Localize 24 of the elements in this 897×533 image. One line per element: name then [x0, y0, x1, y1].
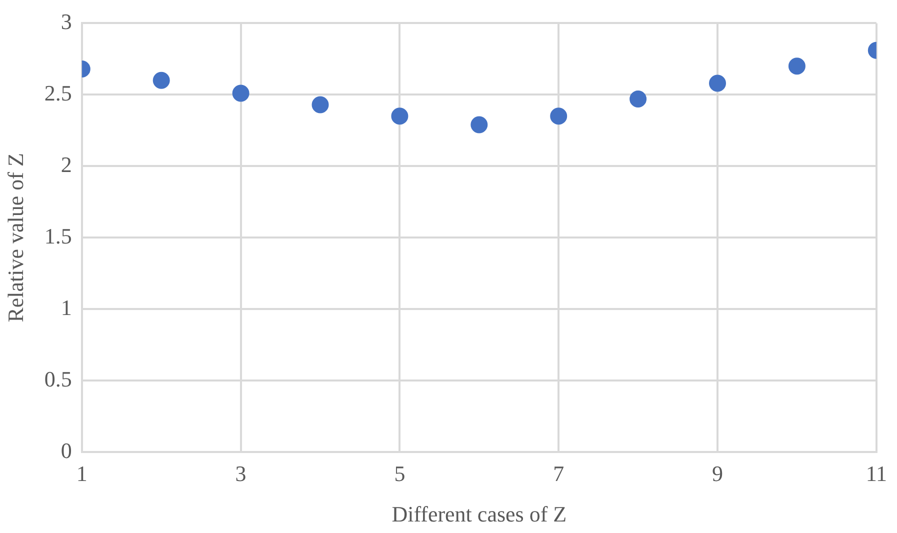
y-tick-label: 0.5 [44, 366, 72, 392]
x-tick-label: 1 [76, 461, 88, 486]
y-tick-label: 2 [60, 152, 72, 177]
y-tick-label: 3 [60, 8, 72, 34]
point [550, 108, 568, 125]
point [391, 108, 408, 125]
y-tick-label: 2.5 [44, 80, 72, 106]
x-axis-title: Different cases of Z [392, 502, 567, 527]
point [152, 72, 170, 89]
y-axis-title: Relative value of Z [2, 153, 28, 322]
y-tick-label: 0 [60, 438, 72, 463]
point [709, 74, 726, 92]
point [232, 84, 250, 102]
point [312, 96, 329, 114]
x-tick-label: 7 [553, 461, 564, 486]
point [470, 116, 488, 134]
x-tick-label: 5 [394, 461, 406, 486]
point [630, 90, 647, 108]
point [788, 58, 806, 75]
y-tick-label: 1.5 [44, 223, 72, 248]
x-tick-label: 11 [866, 461, 887, 486]
x-tick-label: 9 [712, 461, 724, 486]
y-tick-label: 1 [60, 294, 72, 320]
x-tick-label: 3 [235, 461, 246, 486]
